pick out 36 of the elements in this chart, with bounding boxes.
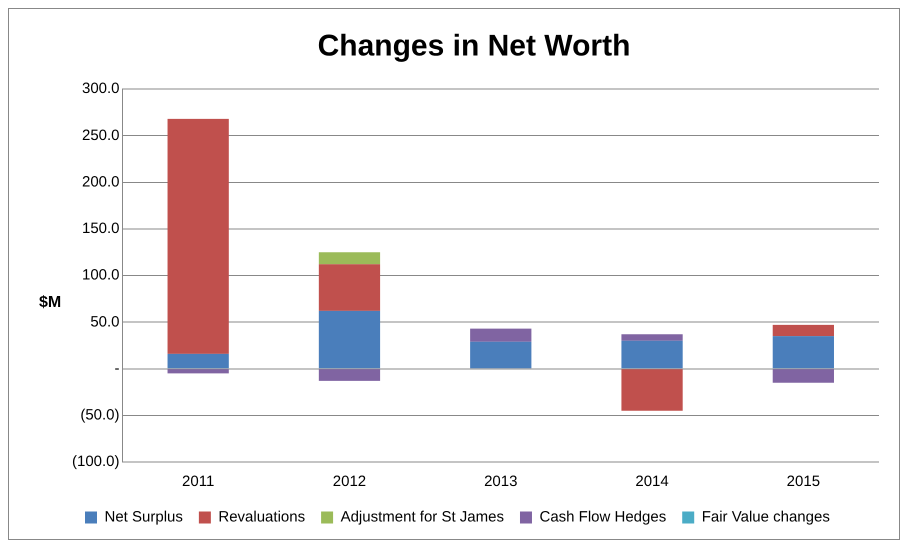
y-tick-label: 100.0 <box>82 266 120 284</box>
legend-label: Revaluations <box>218 508 306 526</box>
y-axis-title: $M <box>39 294 62 312</box>
bar <box>772 369 834 383</box>
legend-label: Net Surplus <box>104 508 183 526</box>
y-tick-label: 300.0 <box>82 80 120 98</box>
y-tick-label: (100.0) <box>72 453 120 470</box>
x-tick-label: 2012 <box>332 473 366 490</box>
bar <box>621 334 683 341</box>
bar <box>318 264 380 311</box>
chart-title: Changes in Net Worth <box>318 29 630 62</box>
bar <box>168 354 229 368</box>
x-tick-label: 2015 <box>786 473 820 490</box>
bar <box>470 328 532 342</box>
x-tick-label: 2013 <box>484 473 518 490</box>
bar <box>168 118 229 354</box>
y-tick-label: 200.0 <box>82 173 120 190</box>
bar <box>772 336 834 368</box>
y-tick-label: 150.0 <box>82 220 120 238</box>
legend-label: Fair Value changes <box>702 508 830 526</box>
bar <box>168 369 229 374</box>
bar <box>318 252 380 264</box>
legend-label: Cash Flow Hedges <box>539 508 666 526</box>
bar <box>621 369 683 411</box>
legend-label: Adjustment for St James <box>340 508 504 526</box>
y-tick-label: (50.0) <box>80 406 120 424</box>
bar <box>318 369 380 381</box>
bar <box>621 340 683 368</box>
x-tick-label: 2014 <box>635 473 669 490</box>
bar <box>470 342 532 368</box>
y-tick-label: - <box>114 360 120 377</box>
y-tick-label: 250.0 <box>82 126 120 144</box>
bar <box>772 324 834 336</box>
y-tick-label: 50.0 <box>90 313 120 330</box>
bar <box>318 310 380 368</box>
x-tick-label: 2011 <box>182 473 214 490</box>
